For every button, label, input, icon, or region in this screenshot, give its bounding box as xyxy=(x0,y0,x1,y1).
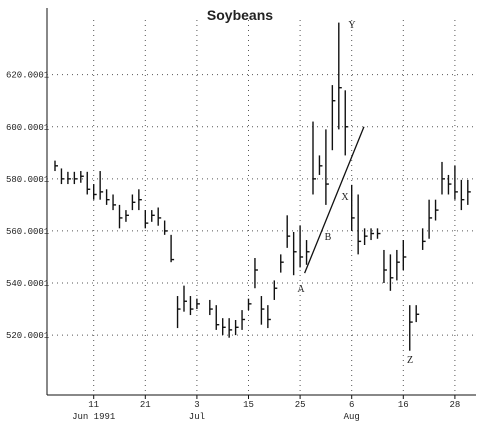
annotation: B xyxy=(325,232,332,243)
x-group-label: Jul xyxy=(189,412,205,422)
y-tick-label: 620.0001 xyxy=(6,71,49,81)
x-tick-label: 3 xyxy=(194,400,199,410)
annotation: Y xyxy=(348,20,355,31)
y-tick-label: 600.0001 xyxy=(6,123,49,133)
y-tick-label: 540.0001 xyxy=(6,279,49,289)
y-tick-label: 520.0001 xyxy=(6,331,49,341)
trendline xyxy=(304,126,365,274)
x-tick-label: 11 xyxy=(88,400,99,410)
x-tick-label: 28 xyxy=(449,400,460,410)
x-tick-label: 16 xyxy=(398,400,409,410)
y-tick-label: 560.0001 xyxy=(6,227,49,237)
x-tick-label: 15 xyxy=(243,400,254,410)
annotation: X xyxy=(341,192,349,203)
x-group-label: Jun 1991 xyxy=(72,412,115,422)
x-tick-label: 6 xyxy=(349,400,354,410)
chart-title: Soybeans xyxy=(207,7,273,23)
x-tick-label: 25 xyxy=(295,400,306,410)
x-group-label: Aug xyxy=(344,412,360,422)
annotation: Z xyxy=(407,355,413,366)
y-tick-label: 580.0001 xyxy=(6,175,49,185)
x-tick-label: 21 xyxy=(140,400,151,410)
annotation: A xyxy=(297,284,305,295)
